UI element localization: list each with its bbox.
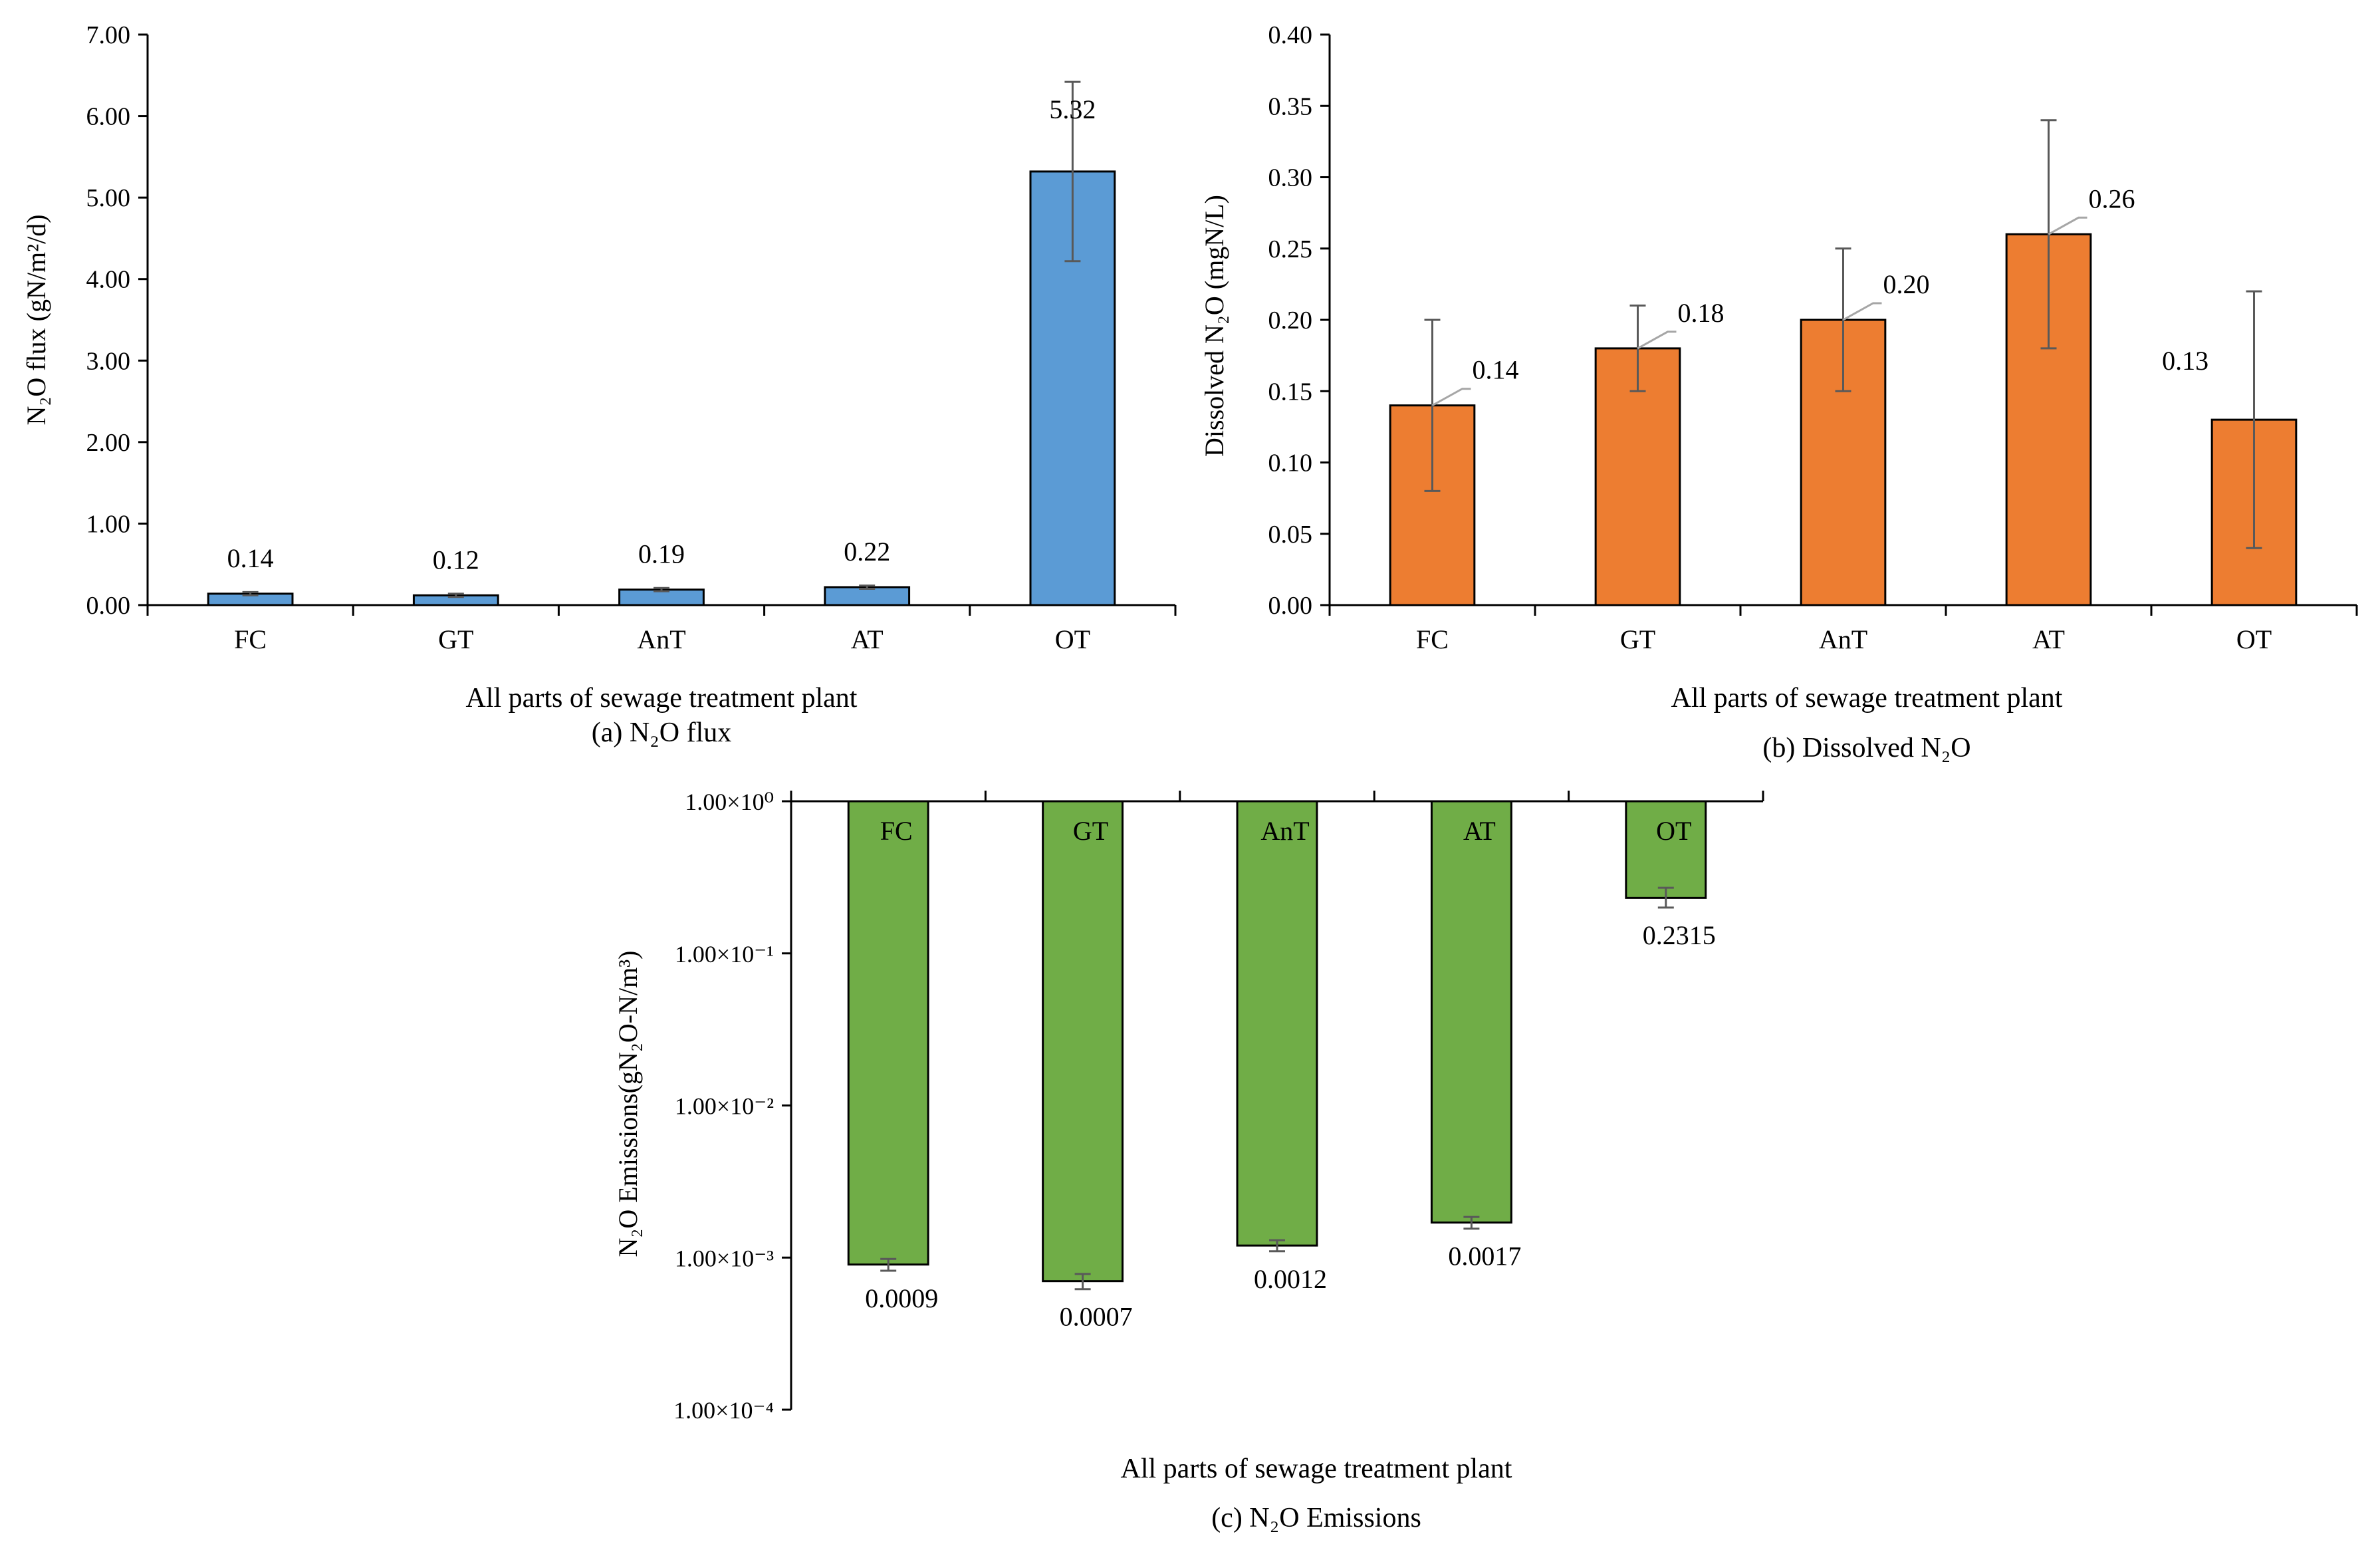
chart-a-error-bar-ant xyxy=(654,586,669,592)
chart-a-y-axis-label: N₂O flux (gN/m²/d) xyxy=(21,214,51,425)
chart-c-category-label: AnT xyxy=(1260,816,1309,846)
chart-a-error-bar-gt xyxy=(447,592,464,598)
chart-a-value-label: 0.14 xyxy=(227,543,274,573)
chart-a-y-tick-label: 6.00 xyxy=(86,103,131,131)
chart-c-bar-at xyxy=(1430,800,1512,1224)
chart-c-value-label: 0.0012 xyxy=(1254,1264,1327,1294)
chart-b-y-tick-label: 0.10 xyxy=(1268,450,1313,477)
chart-c-value-label: 0.2315 xyxy=(1643,920,1716,950)
chart-c-bar-gt xyxy=(1042,800,1124,1283)
chart-c-value-label: 0.0007 xyxy=(1060,1302,1133,1332)
chart-a-y-tick-label: 4.00 xyxy=(86,266,131,294)
chart-c-error-bar-ant xyxy=(1269,1239,1285,1253)
chart-a-category-label: GT xyxy=(438,624,473,654)
chart-b-leader-line xyxy=(2048,216,2087,235)
chart-c-y-tick-label: 1.00×10⁻¹ xyxy=(675,941,774,968)
chart-a-value-label: 0.22 xyxy=(844,537,890,567)
chart-c-y-tick-label: 1.00×10⁻⁴ xyxy=(673,1397,774,1424)
chart-b-y-tick-label: 0.25 xyxy=(1268,235,1313,263)
chart-c-error-bar-gt xyxy=(1074,1273,1091,1291)
chart-a-category-label: AnT xyxy=(637,624,685,654)
chart-b-error-bar-ot xyxy=(2246,290,2262,549)
chart-b-y-tick-label: 0.20 xyxy=(1268,307,1313,334)
chart-a-x-axis-label: All parts of sewage treatment plant xyxy=(466,683,858,713)
chart-b-value-label: 0.14 xyxy=(1473,355,1519,385)
chart-b-value-label: 0.13 xyxy=(2162,346,2208,376)
chart-b-y-tick-label: 0.00 xyxy=(1268,592,1313,620)
chart-b-value-label: 0.20 xyxy=(1883,269,1930,299)
chart-a-value-label: 0.12 xyxy=(433,545,479,575)
chart-b-value-label: 0.18 xyxy=(1678,298,1725,328)
chart-b-y-axis-label: Dissolved N₂O (mgN/L) xyxy=(1199,195,1229,457)
chart-a-y-tick-label: 5.00 xyxy=(86,184,131,212)
chart-b-category-label: AnT xyxy=(1819,624,1867,654)
chart-a-y-tick-label: 7.00 xyxy=(86,21,131,49)
chart-c-n2o-emissions: 1.00×10⁰ 1.00×10⁻¹ 1.00×10⁻² 1.00×10⁻³ 1.00×… xyxy=(613,789,1764,1533)
chart-b-leader-line xyxy=(1637,330,1677,350)
chart-a-error-bar-at xyxy=(859,584,876,590)
chart-b-y-tick-label: 0.35 xyxy=(1268,92,1313,120)
chart-a-y-tick-label: 0.00 xyxy=(86,592,131,620)
chart-a-y-tick-label: 2.00 xyxy=(86,429,131,457)
chart-c-y-tick-label: 1.00×10⁰ xyxy=(685,789,774,815)
chart-a-value-label: 0.19 xyxy=(638,539,685,569)
chart-c-title: (c) N₂O Emissions xyxy=(1211,1503,1421,1533)
chart-a-title: (a) N₂O flux xyxy=(592,717,732,748)
chart-a-n2o-flux: 0.00 1.00 2.00 3.00 4.00 5.00 6.00 7.00 FC 0.14 GT… xyxy=(21,21,1177,748)
chart-b-y-tick-label: 0.40 xyxy=(1268,21,1313,49)
chart-b-y-tick-label: 0.05 xyxy=(1268,521,1313,549)
chart-c-bar-ant xyxy=(1236,800,1318,1247)
chart-b-dissolved-n2o: 0.00 0.05 0.10 0.15 0.20 0.25 0.30 0.35 0.40 FC 0.… xyxy=(1199,21,2358,763)
chart-b-error-bar-at xyxy=(2040,119,2057,350)
chart-b-value-label: 0.26 xyxy=(2089,184,2135,213)
chart-a-category-label: OT xyxy=(1055,624,1090,654)
chart-c-bar-fc xyxy=(847,800,929,1266)
chart-c-error-bar-ot xyxy=(1657,886,1674,909)
chart-c-category-label: OT xyxy=(1656,816,1691,846)
chart-b-category-label: GT xyxy=(1620,624,1655,654)
chart-c-y-tick-label: 1.00×10⁻³ xyxy=(675,1245,774,1271)
chart-b-y-tick-label: 0.30 xyxy=(1268,164,1313,192)
chart-c-y-tick-label: 1.00×10⁻² xyxy=(675,1093,774,1120)
chart-b-leader-line xyxy=(1842,302,1882,321)
chart-b-category-label: AT xyxy=(2032,624,2065,654)
chart-b-category-label: FC xyxy=(1416,624,1449,654)
chart-c-category-label: FC xyxy=(880,816,913,846)
chart-b-leader-line xyxy=(1431,388,1471,407)
chart-c-value-label: 0.0009 xyxy=(865,1283,938,1313)
chart-a-category-label: AT xyxy=(851,624,884,654)
chart-c-bar-ot xyxy=(1625,800,1707,899)
chart-b-x-axis-label: All parts of sewage treatment plant xyxy=(1671,683,2063,713)
chart-c-error-bar-at xyxy=(1463,1216,1480,1230)
chart-b-title: (b) Dissolved N₂O xyxy=(1762,733,1970,763)
chart-a-bar-at xyxy=(824,586,911,606)
chart-b-category-label: OT xyxy=(2236,624,2272,654)
chart-a-error-bar-ot xyxy=(1064,80,1081,263)
chart-b-y-tick-label: 0.15 xyxy=(1268,378,1313,406)
chart-c-error-bar-fc xyxy=(880,1257,897,1272)
chart-c-category-label: AT xyxy=(1463,816,1496,846)
chart-a-value-label: 5.32 xyxy=(1049,94,1096,124)
chart-c-category-label: GT xyxy=(1073,816,1108,846)
chart-c-value-label: 0.0017 xyxy=(1448,1241,1521,1271)
chart-a-y-tick-label: 3.00 xyxy=(86,347,131,375)
chart-c-x-axis-label: All parts of sewage treatment plant xyxy=(1121,1454,1512,1484)
chart-c-y-axis-label: N₂O Emissions(gN₂O-N/m³) xyxy=(613,951,643,1257)
chart-a-y-tick-label: 1.00 xyxy=(86,510,131,538)
chart-a-category-label: FC xyxy=(234,624,267,654)
chart-a-error-bar-fc xyxy=(242,590,259,596)
